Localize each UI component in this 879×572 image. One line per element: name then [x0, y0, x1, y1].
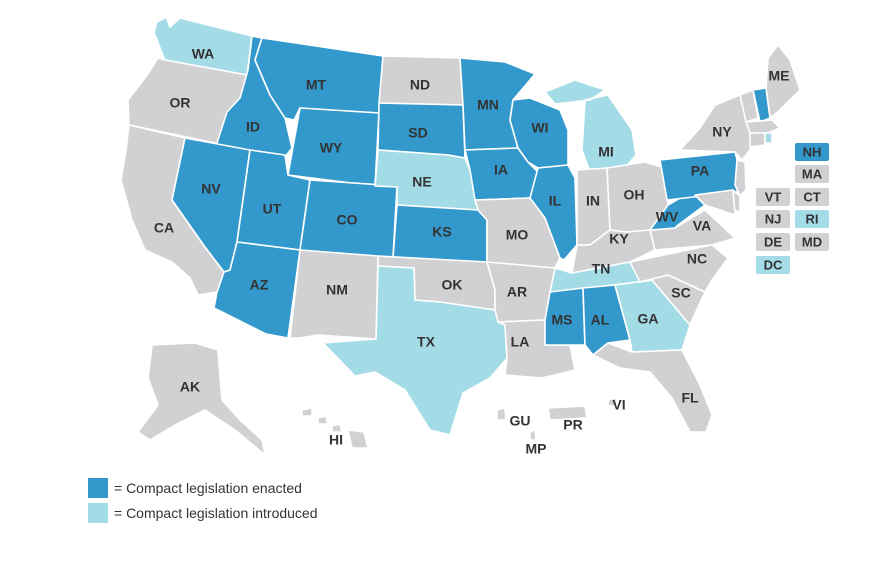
legend: = Compact legislation enacted = Compact …	[88, 478, 318, 528]
state-labels: WA OR CA ID NV MT WY UT AZ CO NM ND SD NE KS OK TX MN IA MO…	[154, 46, 790, 457]
badge-vt	[756, 188, 790, 206]
state-label-ut: UT	[263, 201, 282, 217]
state-label-nv: NV	[201, 181, 221, 197]
state-label-mn: MN	[477, 97, 499, 113]
state-label-or: OR	[170, 95, 191, 111]
state-nc	[629, 244, 729, 293]
state-label-al: AL	[591, 312, 610, 328]
state-label-ca: CA	[154, 220, 174, 236]
badge-ct	[795, 188, 829, 206]
state-label-sc: SC	[671, 285, 690, 301]
state-il	[529, 164, 578, 261]
state-mp	[529, 429, 537, 441]
badge-label-md: MD	[802, 234, 822, 249]
state-label-gu: GU	[510, 413, 531, 429]
badge-label-nj: NJ	[765, 211, 782, 226]
state-tx	[322, 265, 508, 436]
state-label-wa: WA	[192, 46, 215, 62]
legend-item-introduced: = Compact legislation introduced	[88, 503, 318, 523]
state-ma	[745, 119, 781, 134]
legend-item-enacted: = Compact legislation enacted	[88, 478, 318, 498]
state-label-ny: NY	[712, 124, 732, 140]
badge-label-de: DE	[764, 234, 782, 249]
state-mi	[544, 79, 637, 173]
state-label-in: IN	[586, 193, 600, 209]
state-nj	[734, 159, 747, 197]
state-label-ia: IA	[494, 162, 508, 178]
badge-label-ma: MA	[802, 166, 823, 181]
state-label-nc: NC	[687, 251, 707, 267]
state-label-me: ME	[769, 68, 790, 84]
badge-label-dc: DC	[764, 257, 783, 272]
state-label-co: CO	[337, 212, 358, 228]
badge-ma	[795, 165, 829, 183]
badge-nh	[795, 143, 829, 161]
state-label-ks: KS	[432, 224, 451, 240]
state-label-ar: AR	[507, 284, 527, 300]
state-ri	[764, 132, 773, 144]
state-label-fl: FL	[681, 390, 699, 406]
state-label-wi: WI	[531, 120, 548, 136]
state-label-mi: MI	[598, 144, 614, 160]
state-label-az: AZ	[250, 277, 269, 293]
badge-label-nh: NH	[803, 144, 822, 159]
badge-ri	[795, 210, 829, 228]
state-label-vi: VI	[612, 397, 625, 413]
state-label-wy: WY	[320, 140, 343, 156]
legend-label-enacted: = Compact legislation enacted	[114, 480, 302, 496]
state-label-ms: MS	[552, 312, 573, 328]
state-label-id: ID	[246, 119, 260, 135]
state-label-oh: OH	[624, 187, 645, 203]
state-label-la: LA	[511, 334, 530, 350]
state-badges: NH VT MA RI CT NJ DE MD DC	[756, 143, 829, 274]
state-label-wv: WV	[656, 209, 679, 225]
badge-nj	[756, 210, 790, 228]
state-label-pr: PR	[563, 417, 582, 433]
state-label-tx: TX	[417, 334, 436, 350]
state-gu	[496, 407, 507, 421]
state-label-mo: MO	[506, 227, 529, 243]
state-pr	[547, 405, 588, 421]
badge-dc	[756, 256, 790, 274]
state-hi	[301, 407, 369, 449]
state-label-ga: GA	[638, 311, 659, 327]
legend-swatch-introduced	[88, 503, 108, 523]
state-label-ne: NE	[412, 174, 431, 190]
state-label-mp: MP	[526, 441, 547, 457]
state-label-tn: TN	[592, 261, 611, 277]
state-label-il: IL	[549, 193, 562, 209]
state-vt	[739, 89, 759, 123]
state-label-ky: KY	[609, 231, 629, 247]
state-label-hi: HI	[329, 432, 343, 448]
state-vi	[607, 397, 618, 407]
state-nh	[752, 87, 771, 123]
legend-label-introduced: = Compact legislation introduced	[114, 505, 318, 521]
state-label-va: VA	[693, 218, 711, 234]
state-ct	[749, 132, 766, 148]
state-label-nd: ND	[410, 77, 430, 93]
state-shapes	[120, 16, 801, 456]
state-md	[694, 189, 736, 216]
state-label-sd: SD	[408, 125, 427, 141]
state-label-mt: MT	[306, 77, 327, 93]
badge-label-ri: RI	[806, 211, 819, 226]
badge-de	[756, 233, 790, 251]
legend-swatch-enacted	[88, 478, 108, 498]
badge-label-ct: CT	[803, 189, 820, 204]
state-ak	[137, 342, 266, 456]
state-label-ak: AK	[180, 379, 200, 395]
badge-label-vt: VT	[765, 189, 782, 204]
badge-md	[795, 233, 829, 251]
state-label-pa: PA	[691, 163, 709, 179]
state-label-ok: OK	[442, 277, 463, 293]
state-label-nm: NM	[326, 282, 348, 298]
state-fl	[592, 342, 713, 433]
